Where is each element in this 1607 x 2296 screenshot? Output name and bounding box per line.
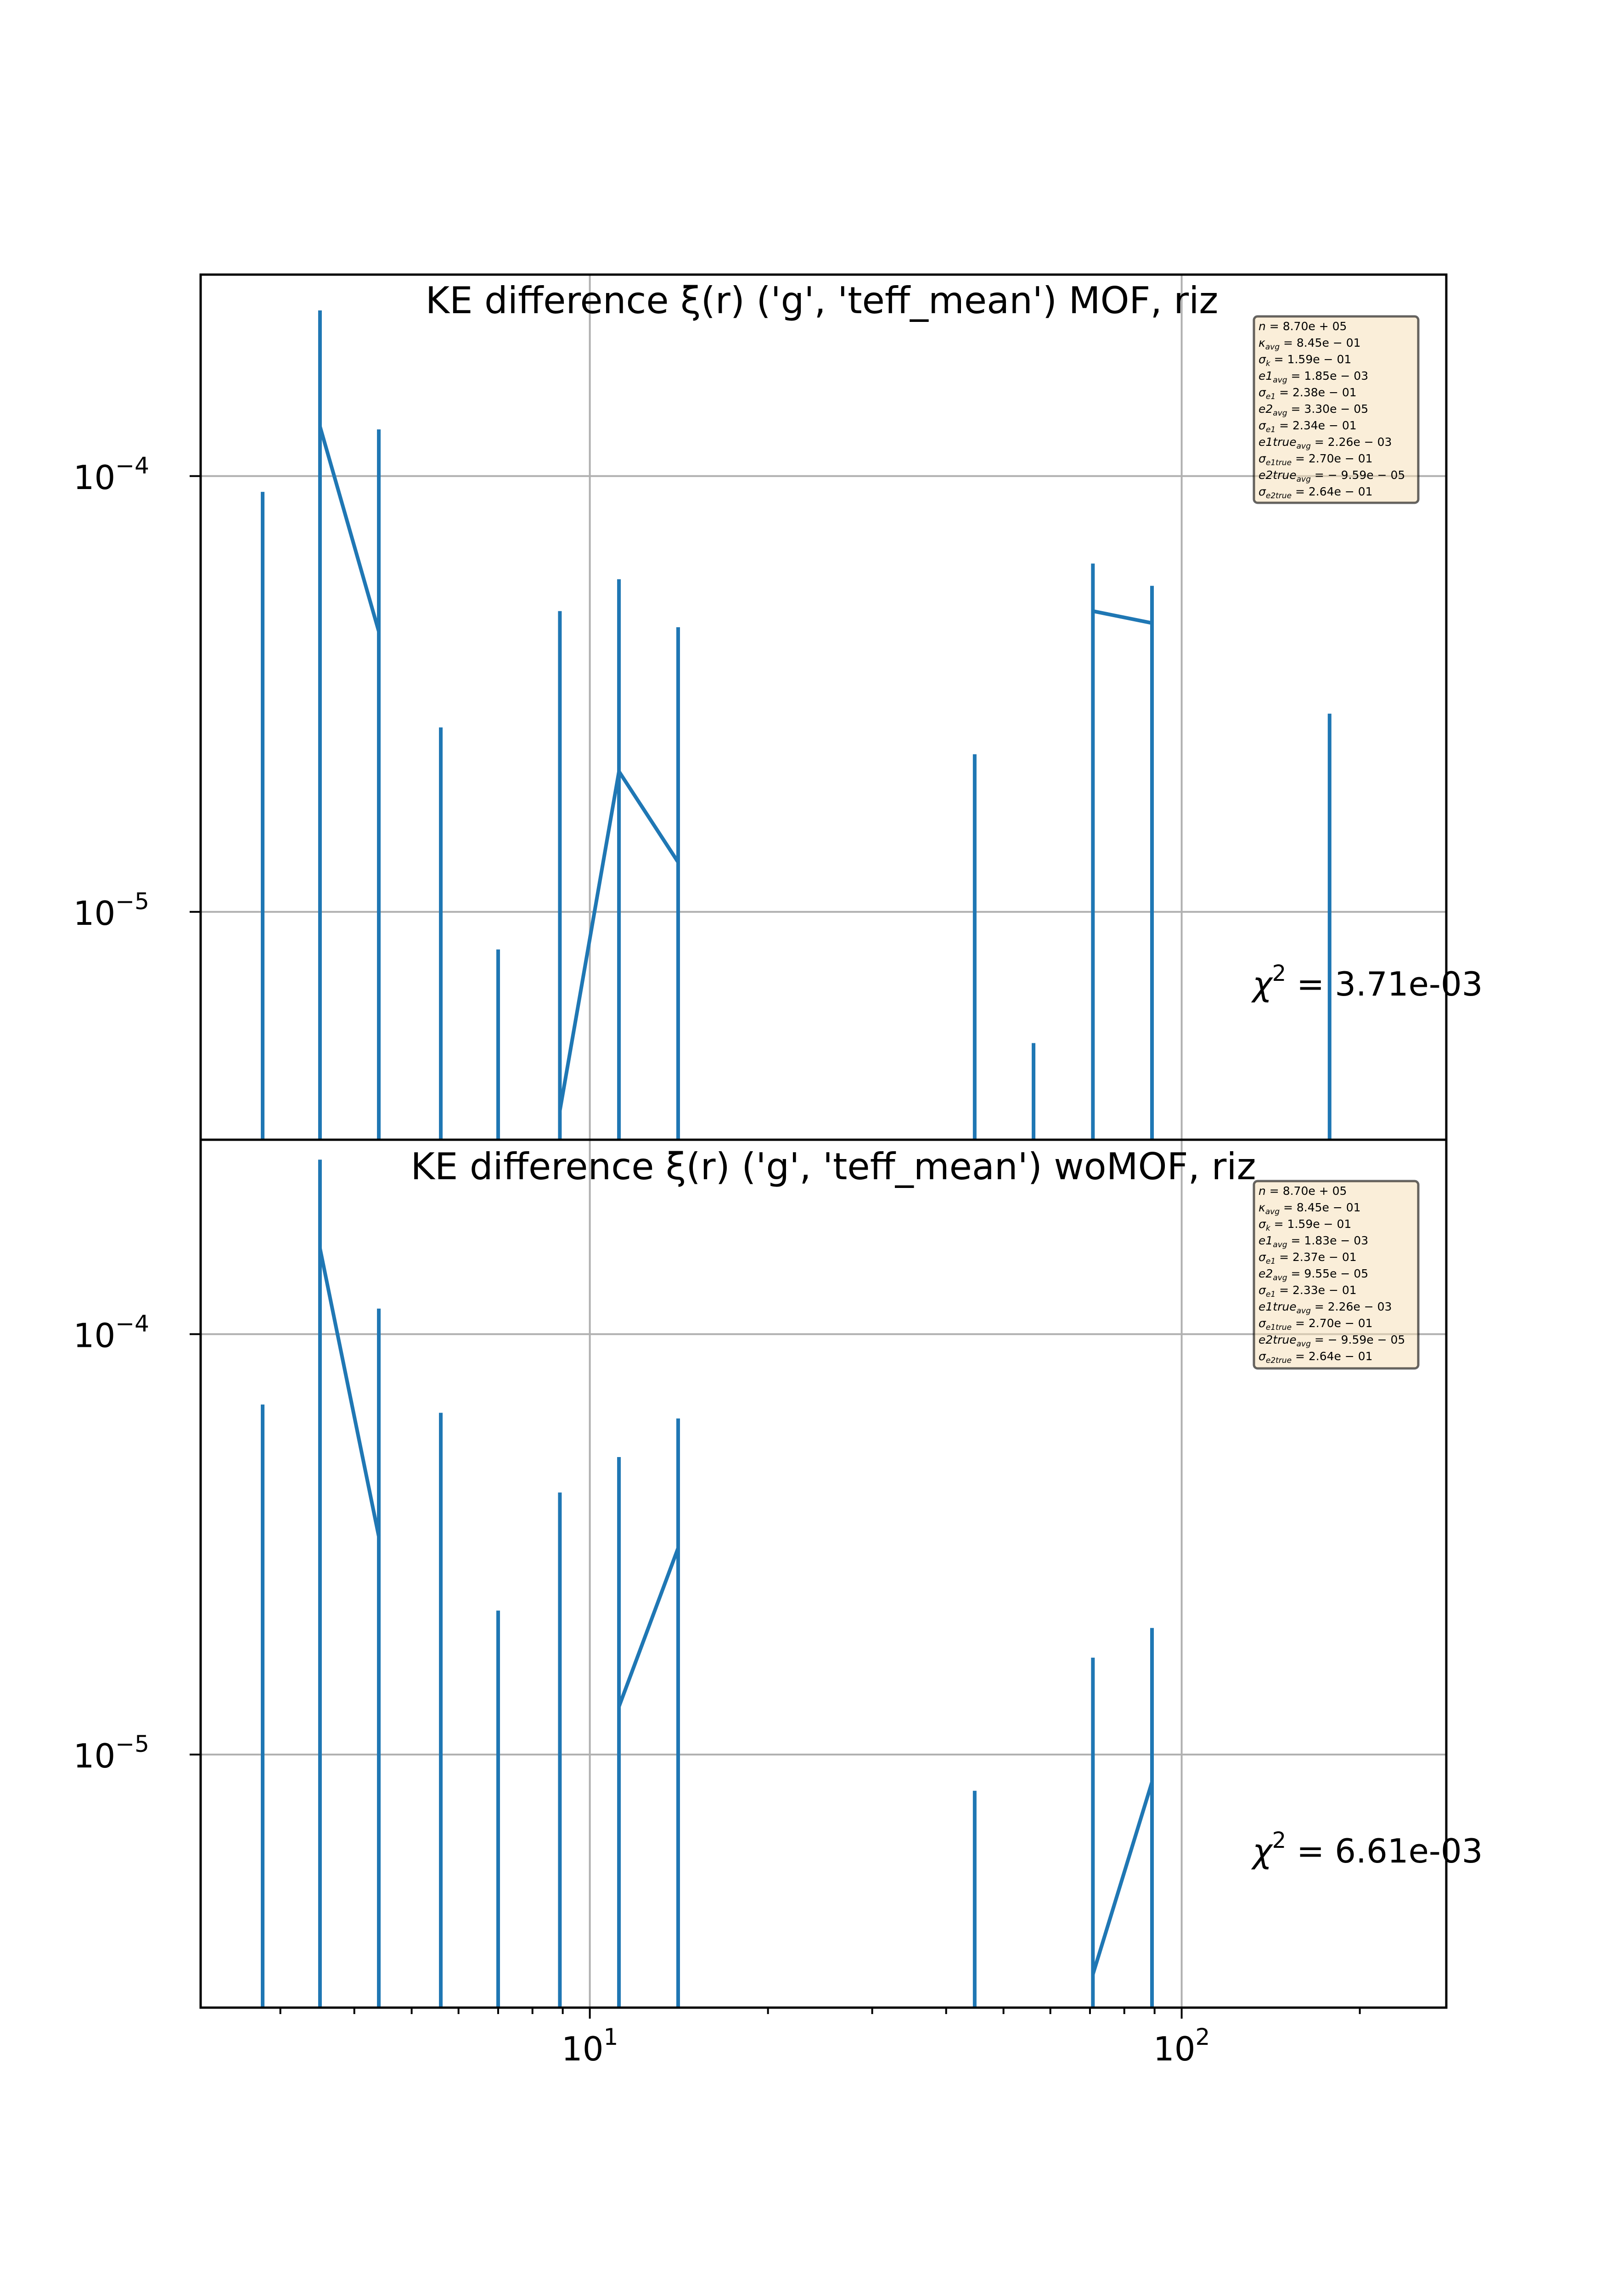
stats-line: e1trueavg = 2.26e − 03 xyxy=(1259,1300,1392,1316)
stats-line: e1avg = 1.83e − 03 xyxy=(1259,1234,1368,1249)
stats-line: e2trueavg = − 9.59e − 05 xyxy=(1259,1333,1405,1349)
chi2-label: χ2 = 3.71e-03 xyxy=(1251,961,1483,1003)
stats-line: σe1true = 2.70e − 01 xyxy=(1259,1317,1373,1332)
stats-line: e2trueavg = − 9.59e − 05 xyxy=(1259,468,1405,484)
stats-line: σe1true = 2.70e − 01 xyxy=(1259,452,1373,467)
series-line xyxy=(318,426,381,632)
stats-line: σe1 = 2.34e − 01 xyxy=(1259,419,1357,434)
stats-line: σe1 = 2.38e − 01 xyxy=(1259,386,1357,401)
chart-title: KE difference ξ(r) ('g', 'teff_mean') wo… xyxy=(410,1145,1256,1188)
stats-line: e1trueavg = 2.26e − 03 xyxy=(1259,435,1392,451)
stats-line: n = 8.70e + 05 xyxy=(1259,1184,1347,1198)
stats-line: σe2true = 2.64e − 01 xyxy=(1259,485,1373,501)
chart-panel-1: 10−5 10−4 KE difference ξ(r) ('g', 'teff_m… xyxy=(73,273,1483,1141)
chart-panel-2: 101 102 10−5 10−4 KE difference ξ(r) ('g', '… xyxy=(73,1138,1483,2068)
stats-line: κavg = 8.45e − 01 xyxy=(1259,336,1361,352)
series-line xyxy=(1092,609,1152,625)
stats-box xyxy=(1253,315,1420,504)
stats-line: σe1 = 2.37e − 01 xyxy=(1259,1250,1357,1266)
series-line xyxy=(1091,1781,1154,1975)
series-line xyxy=(318,1248,381,1537)
stats-line: e2avg = 3.30e − 05 xyxy=(1259,402,1368,418)
stats-line: σk = 1.59e − 01 xyxy=(1259,353,1351,368)
series-line xyxy=(558,770,680,1111)
stats-line: e2avg = 9.55e − 05 xyxy=(1259,1267,1368,1283)
y-tick-label: 10−4 xyxy=(73,452,149,497)
chi2-label: χ2 = 6.61e-03 xyxy=(1251,1828,1483,1870)
series-line xyxy=(617,1547,680,1707)
axes-frame xyxy=(199,1138,1448,2009)
stats-line: e1avg = 1.85e − 03 xyxy=(1259,369,1368,385)
y-tick-label: 10−4 xyxy=(73,1310,149,1355)
stats-box xyxy=(1253,1180,1420,1370)
x-tick-label: 102 xyxy=(1153,2024,1210,2068)
y-tick-label: 10−5 xyxy=(73,1731,149,1775)
stats-line: σe2true = 2.64e − 01 xyxy=(1259,1350,1373,1365)
chart-title: KE difference ξ(r) ('g', 'teff_mean') MO… xyxy=(426,279,1219,322)
x-tick-label: 101 xyxy=(562,2024,618,2068)
stats-line: σk = 1.59e − 01 xyxy=(1259,1217,1351,1233)
stats-line: κavg = 8.45e − 01 xyxy=(1259,1201,1361,1216)
stats-line: σe1 = 2.33e − 01 xyxy=(1259,1283,1357,1299)
stats-line: n = 8.70e + 05 xyxy=(1259,320,1347,333)
y-tick-label: 10−5 xyxy=(73,888,149,933)
